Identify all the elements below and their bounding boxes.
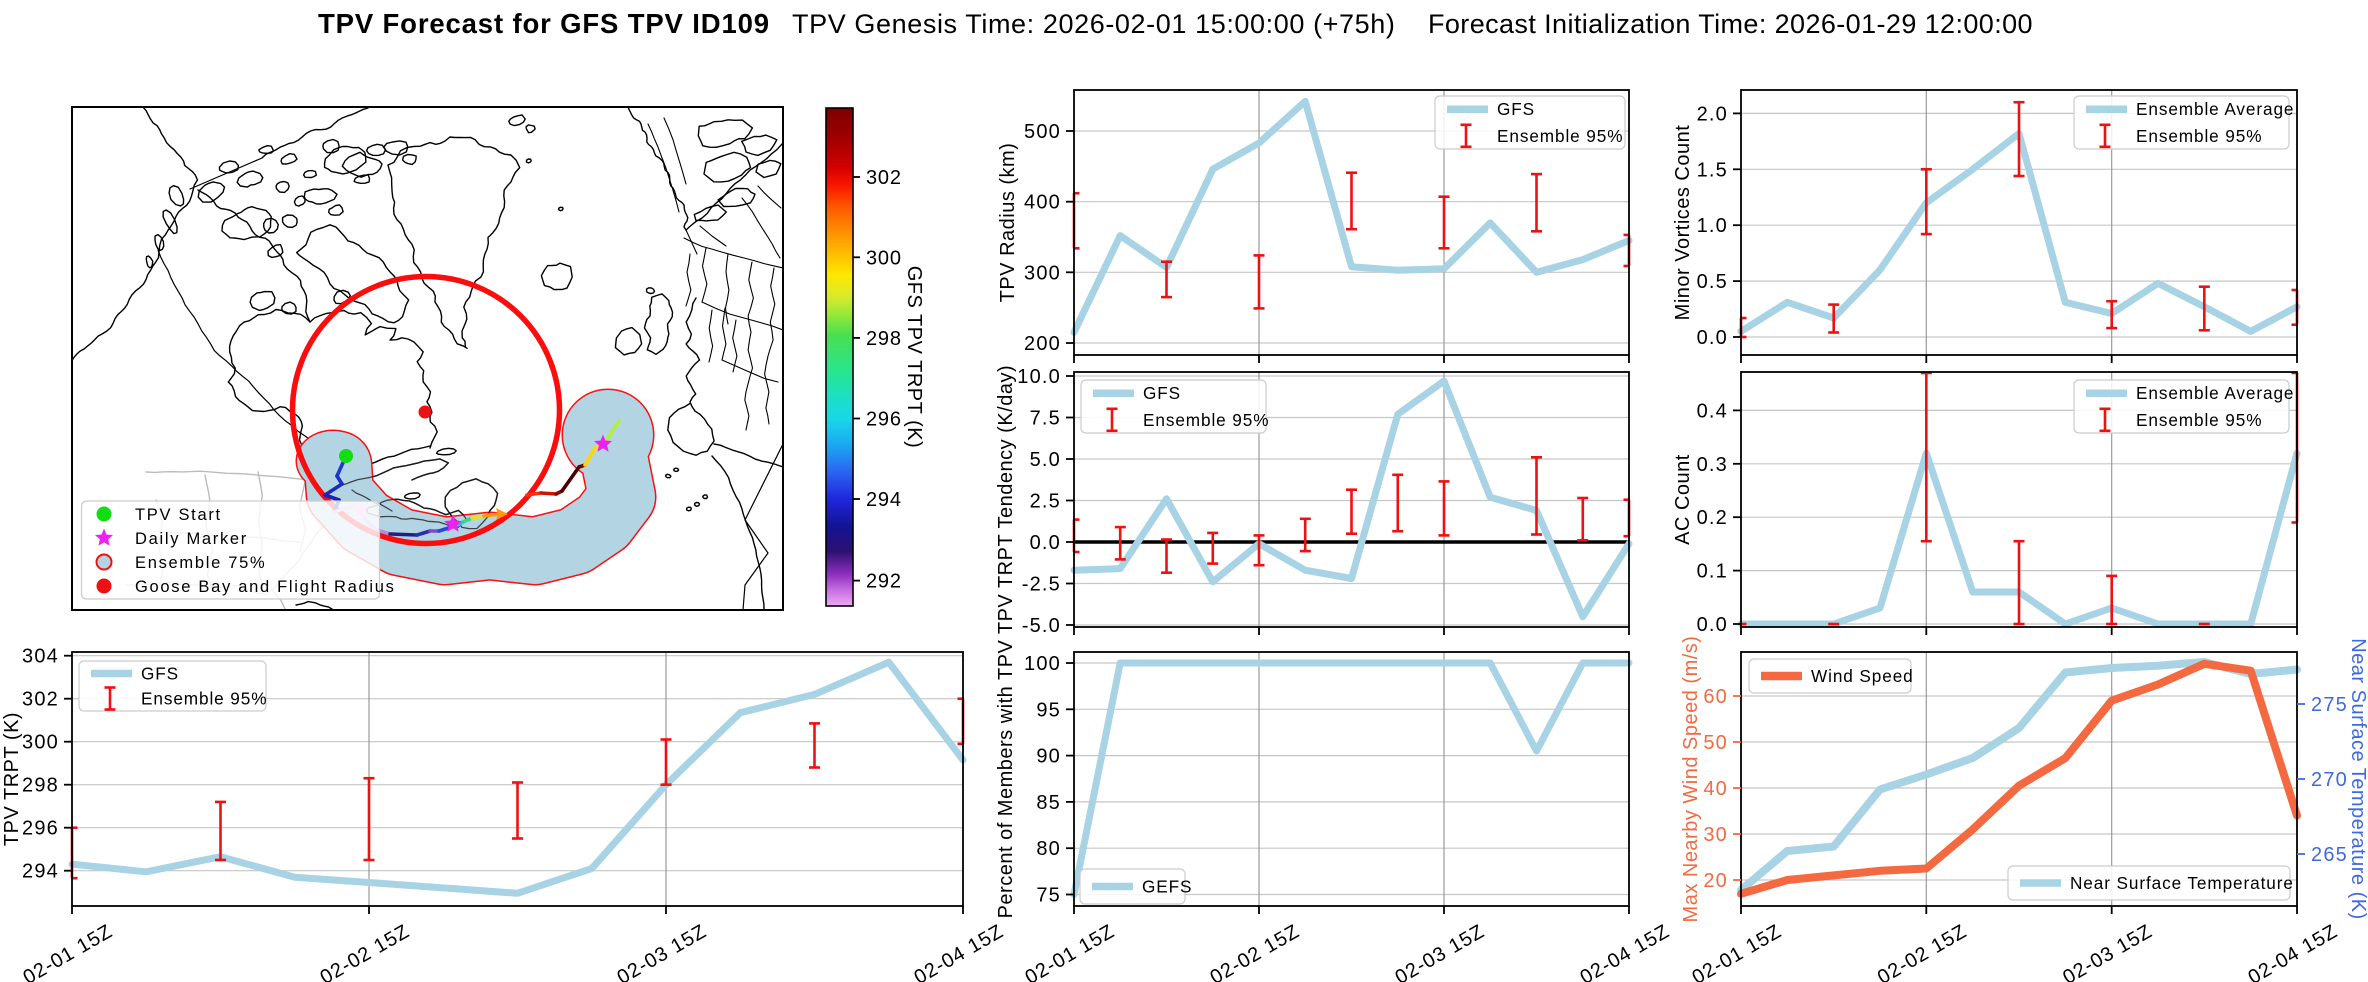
svg-text:Ensemble 95%: Ensemble 95% — [2136, 126, 2262, 146]
svg-text:30: 30 — [1703, 824, 1728, 846]
svg-text:265: 265 — [2311, 844, 2348, 866]
svg-text:5.0: 5.0 — [1030, 449, 1061, 471]
svg-text:Ensemble 95%: Ensemble 95% — [141, 689, 267, 709]
svg-text:TPV TRPT (K): TPV TRPT (K) — [1, 712, 23, 846]
svg-text:80: 80 — [1036, 838, 1061, 860]
svg-text:1.0: 1.0 — [1697, 215, 1728, 237]
svg-text:Near Surface Temperature: Near Surface Temperature — [2070, 873, 2294, 893]
svg-text:GFS: GFS — [141, 664, 179, 684]
svg-text:95: 95 — [1036, 699, 1061, 721]
svg-text:Minor Vortices Count: Minor Vortices Count — [1672, 125, 1694, 321]
svg-text:20: 20 — [1703, 870, 1728, 892]
svg-text:TPV Radius (km): TPV Radius (km) — [997, 143, 1019, 303]
svg-text:0.5: 0.5 — [1697, 271, 1728, 293]
svg-text:-2.5: -2.5 — [1022, 574, 1061, 596]
svg-text:GFS: GFS — [1143, 383, 1181, 403]
svg-text:Daily Marker: Daily Marker — [135, 530, 248, 548]
svg-text:275: 275 — [2311, 694, 2348, 716]
svg-text:400: 400 — [1024, 192, 1061, 214]
svg-text:Ensemble Average: Ensemble Average — [2136, 383, 2294, 403]
svg-text:85: 85 — [1036, 792, 1061, 814]
svg-text:Percent of Members with TPV: Percent of Members with TPV — [995, 639, 1017, 918]
svg-text:302: 302 — [22, 689, 59, 711]
svg-text:Ensemble Average: Ensemble Average — [2136, 99, 2294, 119]
svg-text:10.0: 10.0 — [1017, 366, 1061, 388]
svg-text:0.1: 0.1 — [1697, 561, 1728, 583]
svg-text:50: 50 — [1703, 732, 1728, 754]
svg-text:200: 200 — [1024, 333, 1061, 355]
svg-text:100: 100 — [1024, 653, 1061, 675]
svg-text:296: 296 — [866, 409, 902, 431]
svg-text:Goose Bay and Flight Radius: Goose Bay and Flight Radius — [135, 578, 396, 596]
svg-text:Max Nearby Wind Speed (m/s): Max Nearby Wind Speed (m/s) — [1680, 636, 1702, 923]
svg-text:0.0: 0.0 — [1030, 532, 1061, 554]
svg-text:0.3: 0.3 — [1697, 454, 1728, 476]
svg-text:296: 296 — [22, 818, 59, 840]
svg-text:Near Surface Temperature (K): Near Surface Temperature (K) — [2347, 638, 2368, 920]
svg-text:2.5: 2.5 — [1030, 491, 1061, 513]
svg-text:TPV Start: TPV Start — [135, 506, 222, 524]
svg-text:TPV TRPT Tendency (K/day): TPV TRPT Tendency (K/day) — [995, 365, 1017, 634]
svg-text:0.0: 0.0 — [1697, 614, 1728, 636]
svg-text:2.0: 2.0 — [1697, 103, 1728, 125]
svg-text:1.5: 1.5 — [1697, 159, 1728, 181]
svg-text:60: 60 — [1703, 686, 1728, 708]
svg-text:Wind Speed: Wind Speed — [1811, 666, 1914, 686]
svg-text:Ensemble 95%: Ensemble 95% — [1143, 410, 1269, 430]
svg-text:TPV Genesis Time: 2026-02-01 1: TPV Genesis Time: 2026-02-01 15:00:00 (+… — [792, 9, 1396, 39]
svg-text:75: 75 — [1036, 885, 1061, 907]
svg-text:300: 300 — [1024, 262, 1061, 284]
svg-text:Ensemble 95%: Ensemble 95% — [1497, 126, 1623, 146]
svg-text:90: 90 — [1036, 746, 1061, 768]
svg-text:500: 500 — [1024, 121, 1061, 143]
svg-text:TPV Forecast for GFS TPV ID109: TPV Forecast for GFS TPV ID109 — [318, 8, 770, 39]
svg-text:302: 302 — [866, 167, 902, 189]
svg-text:0.0: 0.0 — [1697, 327, 1728, 349]
svg-text:7.5: 7.5 — [1030, 408, 1061, 430]
svg-text:292: 292 — [866, 571, 902, 593]
svg-text:GEFS: GEFS — [1142, 877, 1192, 897]
svg-text:298: 298 — [866, 328, 902, 350]
svg-text:300: 300 — [866, 247, 902, 269]
svg-text:Ensemble 75%: Ensemble 75% — [135, 554, 266, 572]
svg-text:298: 298 — [22, 775, 59, 797]
svg-text:294: 294 — [22, 861, 59, 883]
svg-text:0.2: 0.2 — [1697, 507, 1728, 529]
svg-text:GFS: GFS — [1497, 99, 1535, 119]
svg-text:Forecast Initialization Time:: Forecast Initialization Time: 2026-01-29… — [1428, 9, 2033, 39]
svg-text:294: 294 — [866, 489, 902, 511]
svg-text:0.4: 0.4 — [1697, 400, 1728, 422]
svg-text:40: 40 — [1703, 778, 1728, 800]
svg-text:-5.0: -5.0 — [1022, 615, 1061, 637]
svg-text:Ensemble 95%: Ensemble 95% — [2136, 410, 2262, 430]
svg-text:GFS TPV TRPT (K): GFS TPV TRPT (K) — [903, 266, 925, 448]
svg-text:270: 270 — [2311, 769, 2348, 791]
svg-text:AC Count: AC Count — [1672, 454, 1694, 545]
svg-text:304: 304 — [22, 646, 59, 668]
svg-text:300: 300 — [22, 732, 59, 754]
